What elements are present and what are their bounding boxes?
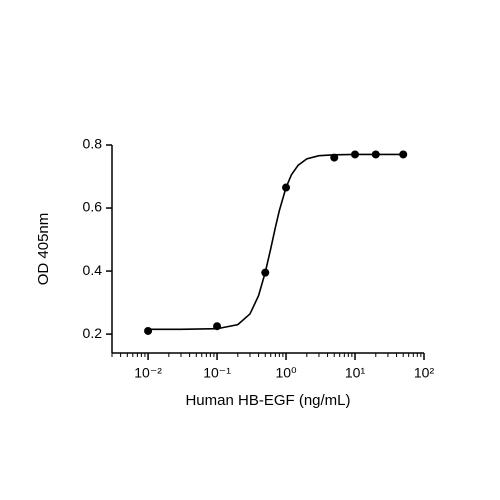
data-point <box>213 322 222 331</box>
data-point <box>144 326 153 335</box>
data-point <box>371 150 380 159</box>
x-tick-label: 10¹ <box>345 365 366 381</box>
y-tick-label: 0.4 <box>83 262 103 278</box>
x-tick-label: 10⁰ <box>275 365 297 381</box>
x-tick-label: 10⁻¹ <box>203 365 231 381</box>
data-point <box>330 153 339 162</box>
x-tick-label: 10⁻² <box>134 365 162 381</box>
data-point <box>399 150 408 159</box>
data-point <box>261 268 270 277</box>
fit-curve <box>148 153 404 331</box>
data-point <box>351 150 360 159</box>
y-tick-label: 0.6 <box>83 199 103 215</box>
y-axis-title: OD 405nm <box>35 213 52 286</box>
x-tick-label: 10² <box>414 365 435 381</box>
x-axis-title: Human HB-EGF (ng/mL) <box>185 392 350 409</box>
data-point <box>282 183 291 192</box>
y-tick-label: 0.2 <box>83 325 103 341</box>
y-tick-label: 0.8 <box>83 136 103 152</box>
